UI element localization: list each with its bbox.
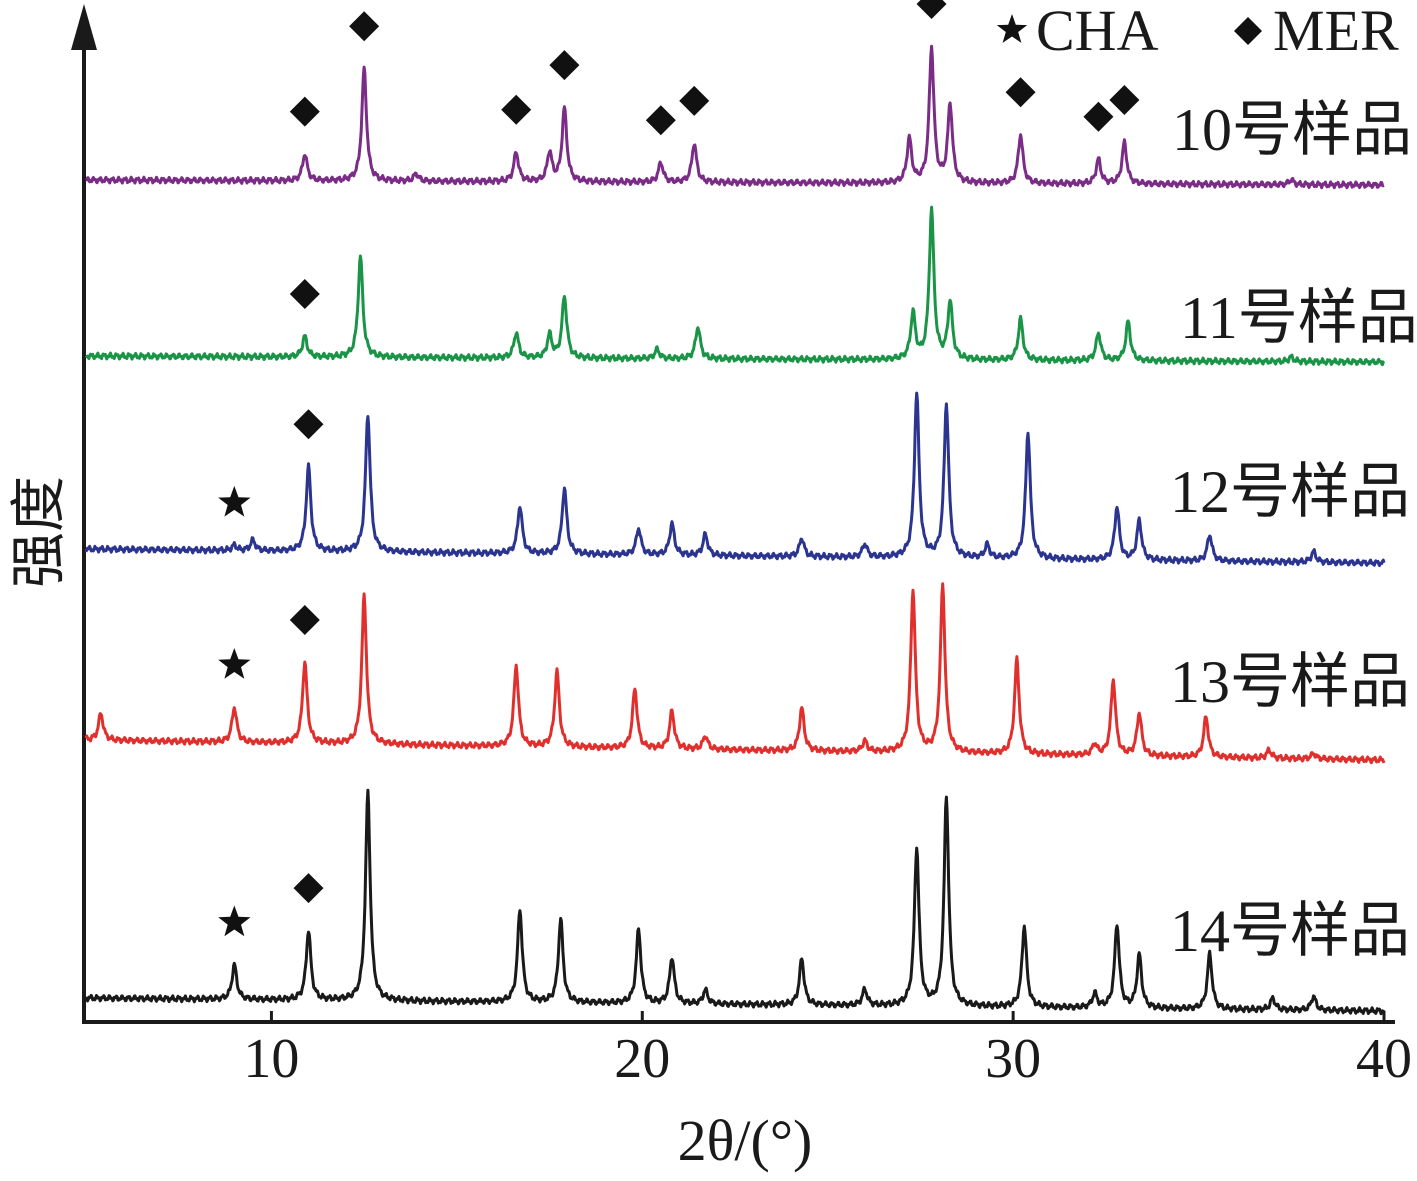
legend-item-cha: CHA xyxy=(996,0,1159,63)
legend-label-cha: CHA xyxy=(1036,0,1159,63)
x-tick-label: 30 xyxy=(985,1028,1041,1090)
mer-diamond-icon xyxy=(289,96,320,127)
mer-diamond-icon xyxy=(289,279,320,310)
legend-label-mer: MER xyxy=(1273,0,1399,63)
annotation-layer xyxy=(218,0,1140,937)
y-axis-label: 强度 xyxy=(9,476,71,588)
mer-diamond-icon xyxy=(349,11,380,42)
mer-diamond-icon xyxy=(1005,77,1036,108)
series-line xyxy=(84,788,1386,1016)
legend-item-mer: MER xyxy=(1234,0,1399,63)
series-layer xyxy=(84,44,1386,1016)
series-line xyxy=(84,582,1386,765)
mer-diamond-icon xyxy=(549,50,580,81)
mer-diamond-icon xyxy=(645,105,676,136)
x-ticks: 10 20 30 40 xyxy=(243,1011,1412,1090)
series-label: 12号样品 xyxy=(1170,459,1410,525)
axes xyxy=(71,4,1395,1024)
mer-diamond-icon xyxy=(293,409,324,440)
cha-star-icon xyxy=(218,648,251,679)
mer-diamond-icon xyxy=(293,873,324,904)
series-line xyxy=(85,44,1385,190)
x-tick-label: 40 xyxy=(1356,1028,1412,1090)
cha-star-icon xyxy=(218,485,251,517)
series-label: 11号样品 xyxy=(1180,285,1417,351)
diamond-icon xyxy=(1234,17,1262,45)
mer-diamond-icon xyxy=(916,0,947,20)
x-tick-label: 10 xyxy=(243,1028,299,1090)
star-icon xyxy=(996,14,1028,43)
mer-diamond-icon xyxy=(289,604,320,635)
y-axis-arrow-icon xyxy=(71,4,97,50)
series-line xyxy=(84,205,1386,367)
series-label: 14号样品 xyxy=(1170,898,1410,964)
series-line xyxy=(84,391,1386,568)
series-label: 10号样品 xyxy=(1172,97,1412,163)
x-axis-label: 2θ/(°) xyxy=(678,1108,813,1173)
series-label: 13号样品 xyxy=(1170,649,1410,715)
legend: CHA MER xyxy=(996,0,1399,63)
cha-star-icon xyxy=(218,905,251,937)
mer-diamond-icon xyxy=(679,85,710,116)
x-tick-label: 20 xyxy=(614,1028,670,1090)
mer-diamond-icon xyxy=(501,94,532,125)
mer-diamond-icon xyxy=(1083,101,1114,132)
series-labels: 10号样品 11号样品 12号样品 13号样品 14号样品 xyxy=(1170,97,1417,964)
mer-diamond-icon xyxy=(1109,84,1140,115)
